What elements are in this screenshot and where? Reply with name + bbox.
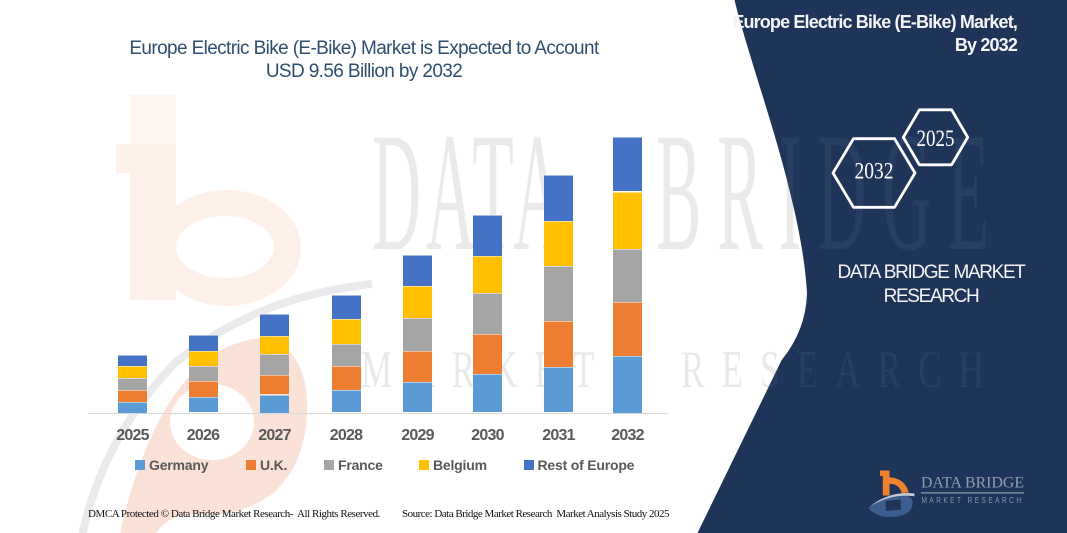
- svg-text:DATA BRIDGE: DATA BRIDGE: [921, 475, 1024, 492]
- svg-text:DATA: DATA: [372, 99, 567, 287]
- svg-text:2032: 2032: [855, 159, 894, 184]
- svg-text:2025: 2025: [917, 126, 955, 151]
- svg-text:MARKET RESEARCH: MARKET RESEARCH: [922, 496, 1024, 505]
